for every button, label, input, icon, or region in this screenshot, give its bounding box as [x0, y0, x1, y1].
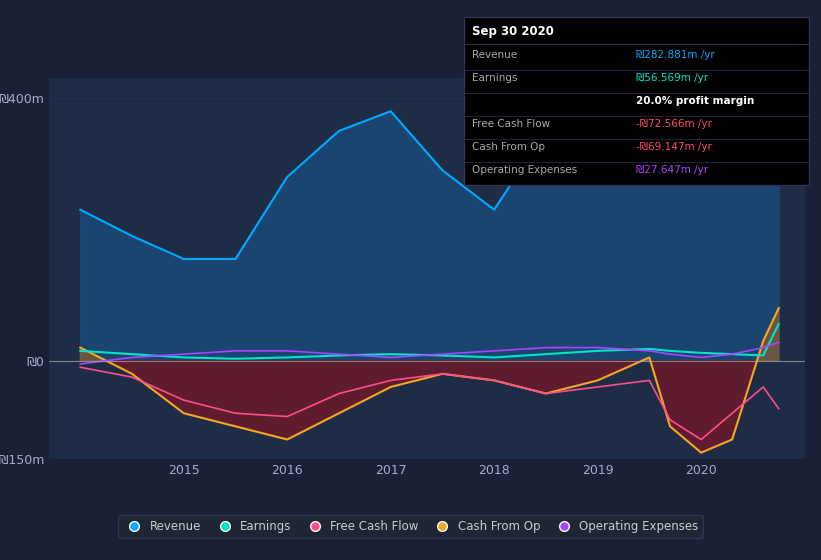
Text: -₪72.566m /yr: -₪72.566m /yr [636, 119, 712, 129]
Legend: Revenue, Earnings, Free Cash Flow, Cash From Op, Operating Expenses: Revenue, Earnings, Free Cash Flow, Cash … [118, 515, 703, 538]
Text: ₪27.647m /yr: ₪27.647m /yr [636, 165, 709, 175]
Text: Earnings: Earnings [472, 73, 517, 83]
Text: 20.0% profit margin: 20.0% profit margin [636, 96, 754, 106]
Text: Sep 30 2020: Sep 30 2020 [472, 25, 554, 38]
Text: Operating Expenses: Operating Expenses [472, 165, 577, 175]
Text: ₪282.881m /yr: ₪282.881m /yr [636, 50, 715, 60]
Text: -₪69.147m /yr: -₪69.147m /yr [636, 142, 712, 152]
Text: ₪56.569m /yr: ₪56.569m /yr [636, 73, 709, 83]
Text: Revenue: Revenue [472, 50, 517, 60]
Text: Free Cash Flow: Free Cash Flow [472, 119, 550, 129]
Text: Cash From Op: Cash From Op [472, 142, 545, 152]
